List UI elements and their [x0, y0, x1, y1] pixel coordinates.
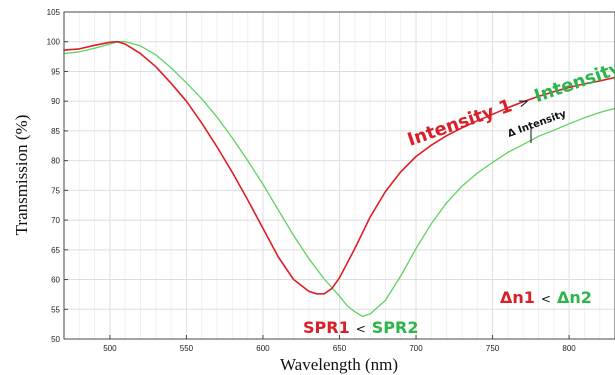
- series-group: [63, 40, 615, 318]
- spr1-label: SPR1: [303, 318, 350, 337]
- dn-annotation: Δn1 < Δn2: [500, 288, 592, 307]
- dn-less-than-sign: <: [541, 292, 551, 306]
- dn1-label: Δn1: [500, 288, 535, 307]
- x-tick-label: 650: [333, 344, 347, 353]
- y-axis-label: Transmission (%): [12, 115, 31, 236]
- y-tick-label: 105: [47, 8, 61, 17]
- y-tick-label: 95: [51, 67, 60, 76]
- x-axis-label: Wavelength (nm): [280, 355, 398, 374]
- x-tick-label: 700: [409, 344, 423, 353]
- y-tick-label: 100: [47, 38, 61, 47]
- series-green-line: [63, 41, 615, 318]
- y-tick-label: 90: [51, 97, 60, 106]
- y-tick-label: 70: [51, 216, 60, 225]
- spr-less-than-sign: <: [356, 322, 366, 336]
- x-tick-label: 550: [180, 344, 194, 353]
- y-tick-label: 65: [51, 246, 60, 255]
- y-tick-label: 85: [51, 127, 60, 136]
- spr2-label: SPR2: [372, 318, 419, 337]
- x-tick-label: 600: [256, 344, 270, 353]
- y-tick-label: 80: [51, 157, 60, 166]
- series-red-line: [63, 40, 615, 295]
- x-tick-label: 800: [562, 344, 576, 353]
- y-tick-label: 50: [51, 335, 60, 344]
- y-tick-label: 75: [51, 186, 60, 195]
- x-tick-label: 500: [103, 344, 117, 353]
- y-tick-label: 55: [51, 305, 60, 314]
- y-tick-label: 60: [51, 276, 60, 285]
- dn2-label: Δn2: [557, 288, 592, 307]
- x-tick-label: 750: [486, 344, 500, 353]
- ticks: 500 550 600 650 700 750 800 50 55 60 65 70 75 80 85 90 9…: [47, 8, 577, 353]
- spr-annotation: SPR1 < SPR2: [303, 318, 418, 337]
